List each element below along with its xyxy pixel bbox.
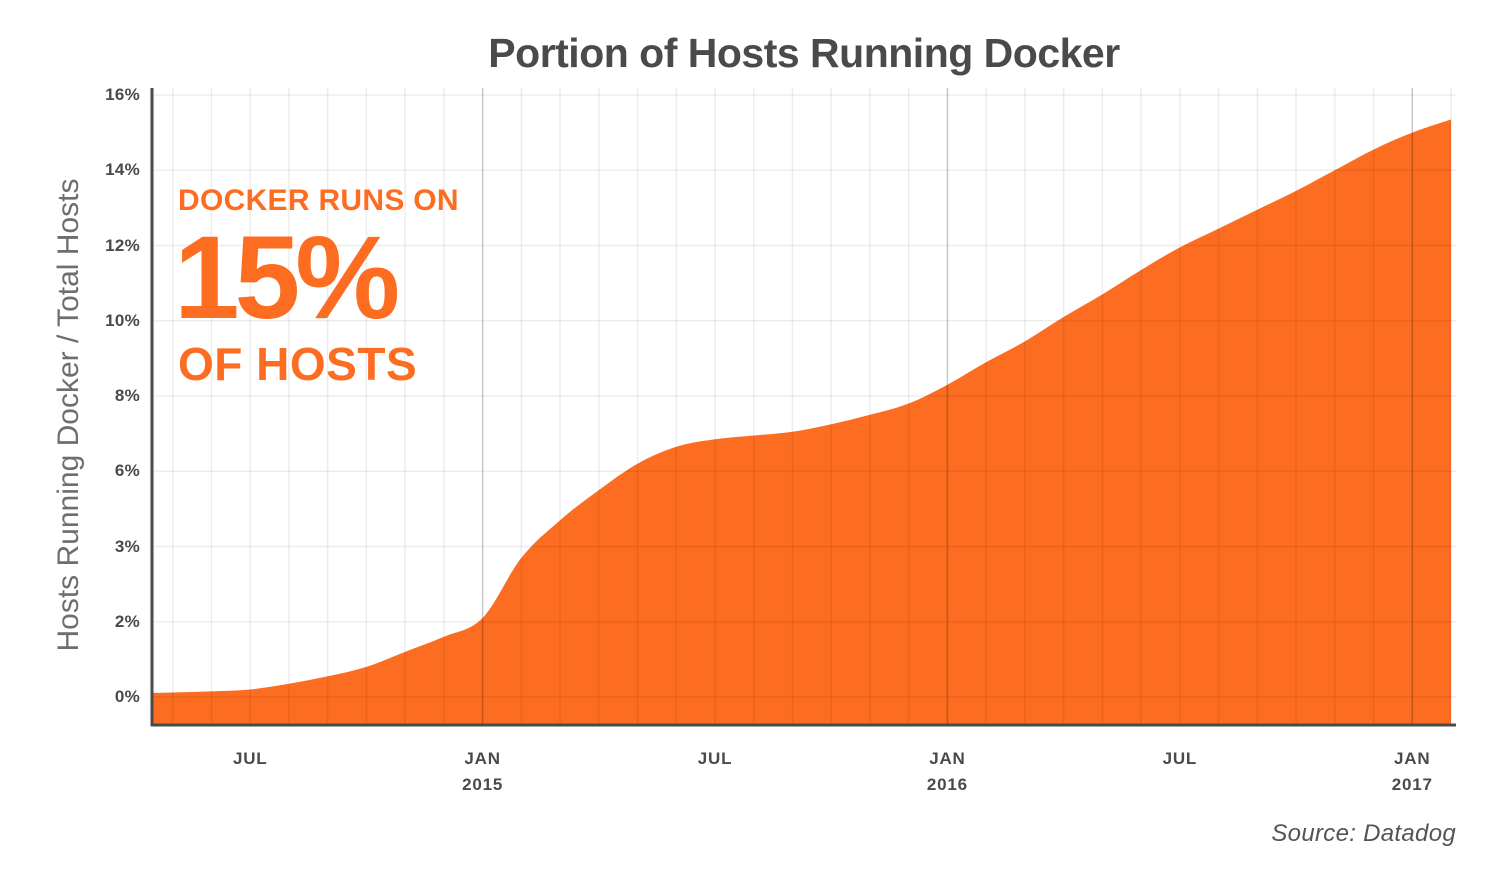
- y-tick-label: 10%: [105, 310, 140, 330]
- callout-subheading: OF HOSTS: [178, 337, 418, 390]
- x-tick-label: JAN 2016: [926, 749, 968, 794]
- callout-value: 15%: [174, 212, 400, 344]
- callout-heading: DOCKER RUNS ON: [178, 184, 459, 217]
- x-tick-label: JAN 2017: [1391, 749, 1433, 794]
- chart-title: Portion of Hosts Running Docker: [488, 30, 1120, 76]
- docker-area-series: [152, 119, 1451, 724]
- y-tick-label: 14%: [105, 160, 140, 180]
- x-tick-label: JAN 2015: [462, 749, 504, 794]
- x-tick-label: JUL: [232, 749, 268, 768]
- y-tick-label: 3%: [114, 536, 140, 556]
- y-tick-label: 12%: [105, 235, 140, 255]
- source-credit: Source: Datadog: [1271, 820, 1456, 847]
- y-tick-label: 0%: [114, 687, 140, 706]
- y-tick-label: 8%: [114, 386, 140, 405]
- callout-annotation: DOCKER RUNS ON 15% OF HOSTS: [174, 184, 459, 391]
- x-tick-label: JUL: [697, 749, 733, 768]
- y-tick-label: 6%: [114, 461, 140, 481]
- y-tick-label: 16%: [105, 85, 140, 104]
- x-tick-label: JUL: [1162, 749, 1198, 768]
- y-tick-label: 2%: [114, 611, 140, 631]
